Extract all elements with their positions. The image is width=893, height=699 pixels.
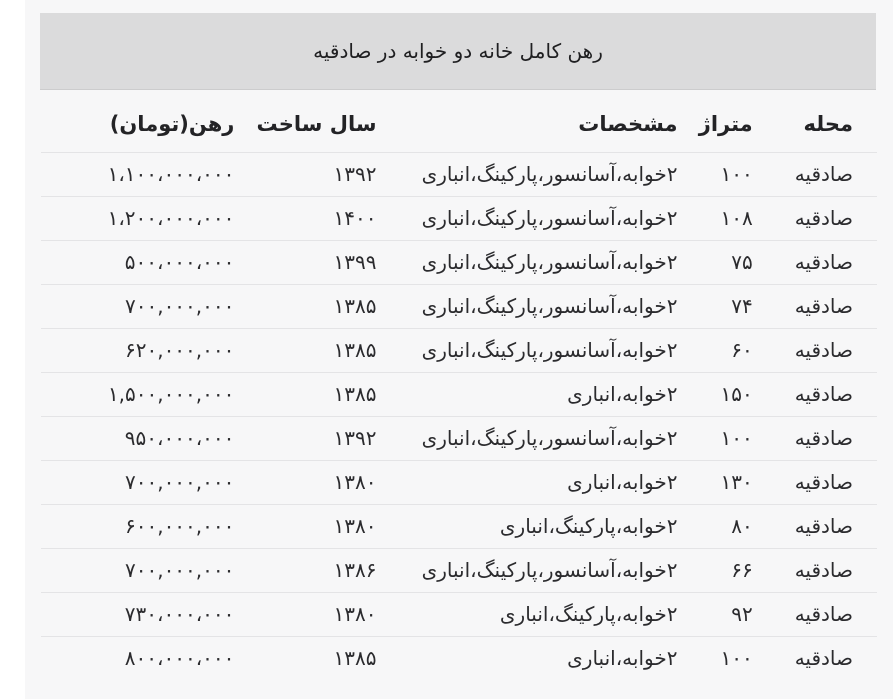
cell-deposit: ۶۰۰,۰۰۰,۰۰۰ xyxy=(41,504,259,549)
cell-area: ۱۰۸ xyxy=(701,196,777,241)
cell-neighborhood: صادقیه xyxy=(776,372,877,417)
table-row: صادقیه ۷۴ ۲خوابه،آسانسور،پارکینگ،انباری … xyxy=(41,284,877,329)
cell-year: ۱۳۸۰ xyxy=(258,460,401,505)
cell-neighborhood: صادقیه xyxy=(776,548,877,593)
cell-area: ۶۶ xyxy=(701,548,777,593)
cell-specs: ۲خوابه،آسانسور،پارکینگ،انباری xyxy=(400,240,702,285)
cell-area: ۱۰۰ xyxy=(701,416,777,461)
cell-neighborhood: صادقیه xyxy=(776,592,877,637)
cell-deposit: ۱,۵۰۰,۰۰۰,۰۰۰ xyxy=(41,372,259,417)
table-row: صادقیه ۱۰۰ ۲خوابه،آسانسور،پارکینگ،انباری… xyxy=(41,416,877,461)
cell-area: ۷۵ xyxy=(701,240,777,285)
cell-specs: ۲خوابه،پارکینگ،انباری xyxy=(400,592,702,637)
cell-specs: ۲خوابه،انباری xyxy=(400,460,702,505)
table-row: صادقیه ۶۶ ۲خوابه،آسانسور،پارکینگ،انباری … xyxy=(41,548,877,593)
table-title: رهن کامل خانه دو خوابه در صادقیه xyxy=(40,13,876,90)
cell-year: ۱۳۸۵ xyxy=(258,372,401,417)
cell-area: ۱۰۰ xyxy=(701,152,777,197)
cell-year: ۱۳۸۰ xyxy=(258,592,401,637)
cell-year: ۱۳۹۲ xyxy=(258,152,401,197)
table-row: صادقیه ۱۰۰ ۲خوابه،آسانسور،پارکینگ،انباری… xyxy=(41,152,877,197)
cell-neighborhood: صادقیه xyxy=(776,152,877,197)
cell-neighborhood: صادقیه xyxy=(776,416,877,461)
table-row: صادقیه ۱۰۰ ۲خوابه،انباری ۱۳۸۵ ۸۰۰،۰۰۰،۰۰… xyxy=(41,636,877,680)
cell-year: ۱۳۸۵ xyxy=(258,636,401,680)
col-header-neighborhood: محله xyxy=(803,112,853,136)
cell-deposit: ۵۰۰،۰۰۰،۰۰۰ xyxy=(41,240,259,285)
cell-deposit: ۹۵۰،۰۰۰،۰۰۰ xyxy=(41,416,259,461)
cell-specs: ۲خوابه،آسانسور،پارکینگ،انباری xyxy=(400,328,702,373)
cell-specs: ۲خوابه،انباری xyxy=(400,636,702,680)
cell-neighborhood: صادقیه xyxy=(776,460,877,505)
cell-area: ۹۲ xyxy=(701,592,777,637)
cell-specs: ۲خوابه،آسانسور،پارکینگ،انباری xyxy=(400,196,702,241)
table-row: صادقیه ۷۵ ۲خوابه،آسانسور،پارکینگ،انباری … xyxy=(41,240,877,285)
cell-area: ۷۴ xyxy=(701,284,777,329)
cell-specs: ۲خوابه،انباری xyxy=(400,372,702,417)
table-body: صادقیه ۱۰۰ ۲خوابه،آسانسور،پارکینگ،انباری… xyxy=(41,152,877,680)
cell-deposit: ۶۲۰,۰۰۰,۰۰۰ xyxy=(41,328,259,373)
cell-area: ۱۰۰ xyxy=(701,636,777,680)
cell-neighborhood: صادقیه xyxy=(776,504,877,549)
cell-area: ۶۰ xyxy=(701,328,777,373)
cell-year: ۱۳۹۹ xyxy=(258,240,401,285)
table-row: صادقیه ۹۲ ۲خوابه،پارکینگ،انباری ۱۳۸۰ ۷۳۰… xyxy=(41,592,877,637)
cell-neighborhood: صادقیه xyxy=(776,284,877,329)
listings-table: محله متراژ مشخصات سال ساخت رهن(تومان) صا… xyxy=(41,98,877,680)
cell-deposit: ۸۰۰،۰۰۰،۰۰۰ xyxy=(41,636,259,680)
col-header-area: متراژ xyxy=(698,112,753,136)
cell-specs: ۲خوابه،آسانسور،پارکینگ،انباری xyxy=(400,548,702,593)
col-header-specs: مشخصات xyxy=(578,112,678,136)
table-header: محله متراژ مشخصات سال ساخت رهن(تومان) xyxy=(41,98,877,153)
cell-deposit: ۷۰۰,۰۰۰,۰۰۰ xyxy=(41,284,259,329)
cell-specs: ۲خوابه،آسانسور،پارکینگ،انباری xyxy=(400,416,702,461)
table-row: صادقیه ۶۰ ۲خوابه،آسانسور،پارکینگ،انباری … xyxy=(41,328,877,373)
cell-area: ۱۳۰ xyxy=(701,460,777,505)
cell-neighborhood: صادقیه xyxy=(776,240,877,285)
cell-specs: ۲خوابه،پارکینگ،انباری xyxy=(400,504,702,549)
cell-neighborhood: صادقیه xyxy=(776,196,877,241)
cell-deposit: ۱،۲۰۰،۰۰۰،۰۰۰ xyxy=(41,196,259,241)
cell-deposit: ۷۰۰,۰۰۰,۰۰۰ xyxy=(41,460,259,505)
cell-deposit: ۷۳۰،۰۰۰،۰۰۰ xyxy=(41,592,259,637)
header-row: محله متراژ مشخصات سال ساخت رهن(تومان) xyxy=(41,98,877,153)
cell-year: ۱۳۸۶ xyxy=(258,548,401,593)
col-header-deposit: رهن(تومان) xyxy=(109,112,235,136)
table-row: صادقیه ۱۰۸ ۲خوابه،آسانسور،پارکینگ،انباری… xyxy=(41,196,877,241)
table-row: صادقیه ۱۵۰ ۲خوابه،انباری ۱۳۸۵ ۱,۵۰۰,۰۰۰,… xyxy=(41,372,877,417)
cell-specs: ۲خوابه،آسانسور،پارکینگ،انباری xyxy=(400,152,702,197)
col-header-year: سال ساخت xyxy=(256,112,377,136)
cell-deposit: ۱،۱۰۰،۰۰۰،۰۰۰ xyxy=(41,152,259,197)
cell-year: ۱۳۸۰ xyxy=(258,504,401,549)
cell-year: ۱۳۹۲ xyxy=(258,416,401,461)
table-row: صادقیه ۸۰ ۲خوابه،پارکینگ،انباری ۱۳۸۰ ۶۰۰… xyxy=(41,504,877,549)
cell-neighborhood: صادقیه xyxy=(776,636,877,680)
cell-deposit: ۷۰۰,۰۰۰,۰۰۰ xyxy=(41,548,259,593)
cell-year: ۱۴۰۰ xyxy=(258,196,401,241)
listings-panel: رهن کامل خانه دو خوابه در صادقیه محله مت… xyxy=(25,0,893,699)
table-row: صادقیه ۱۳۰ ۲خوابه،انباری ۱۳۸۰ ۷۰۰,۰۰۰,۰۰… xyxy=(41,460,877,505)
cell-specs: ۲خوابه،آسانسور،پارکینگ،انباری xyxy=(400,284,702,329)
cell-year: ۱۳۸۵ xyxy=(258,284,401,329)
cell-area: ۸۰ xyxy=(701,504,777,549)
cell-area: ۱۵۰ xyxy=(701,372,777,417)
cell-neighborhood: صادقیه xyxy=(776,328,877,373)
cell-year: ۱۳۸۵ xyxy=(258,328,401,373)
